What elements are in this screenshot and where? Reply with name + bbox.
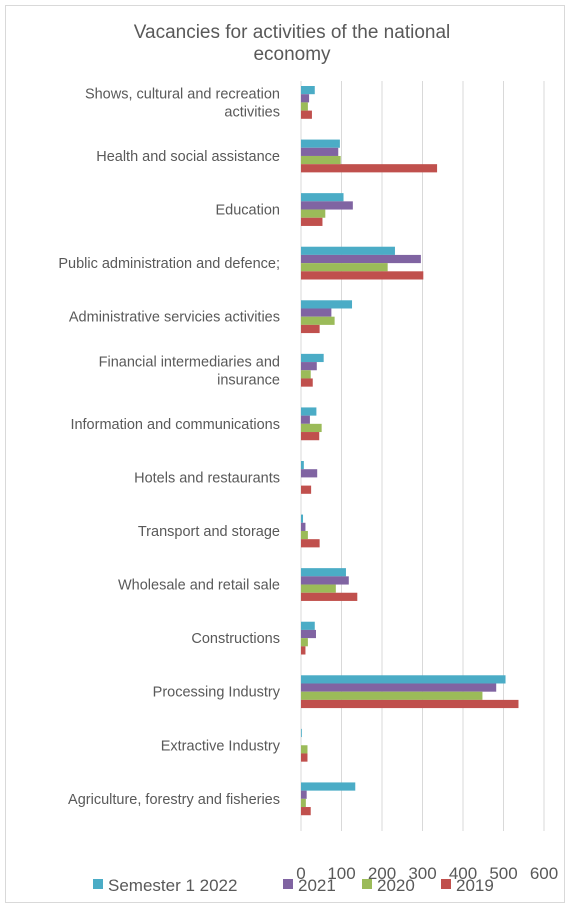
bar: [301, 254, 421, 264]
category-label: Wholesale and retail sale: [118, 578, 280, 594]
chart-svg: Vacancies for activities of the national…: [58, 22, 558, 895]
bar: [301, 423, 322, 433]
bar: [301, 745, 308, 754]
legend-swatch: [441, 879, 451, 889]
category-label: Processing Industry: [153, 685, 281, 701]
bar: [301, 432, 320, 441]
category-label: Health and social assistance: [96, 149, 280, 165]
bar: [301, 164, 438, 173]
bar: [301, 576, 349, 585]
category-label: Extractive Industry: [161, 738, 281, 754]
bar: [301, 629, 316, 639]
bar: [301, 675, 506, 684]
legend-label: 2019: [456, 876, 494, 895]
bar: [301, 798, 306, 808]
x-tick-label: 100: [327, 864, 355, 883]
category-label: activities: [224, 104, 280, 120]
bar: [301, 86, 315, 95]
legend-swatch: [93, 879, 103, 889]
bar: [301, 102, 308, 111]
legend-label: 2020: [377, 876, 415, 895]
bar: [301, 362, 317, 371]
bar: [301, 324, 320, 334]
bar: [301, 646, 306, 655]
category-label: Education: [216, 203, 281, 219]
bar: [301, 584, 336, 593]
bar: [301, 753, 308, 762]
bar: [301, 139, 340, 148]
bar: [301, 201, 353, 210]
legend-swatch: [283, 879, 293, 889]
category-label: Information and communications: [70, 417, 280, 433]
bar: [301, 461, 304, 470]
category-label: Hotels and restaurants: [134, 470, 280, 486]
bar: [301, 728, 302, 738]
bar: [301, 691, 483, 700]
bar: [301, 407, 317, 416]
bar: [301, 263, 388, 272]
legend-label: 2021: [298, 876, 336, 895]
bar: [301, 209, 326, 218]
bar: [301, 514, 304, 523]
bar: [301, 522, 306, 531]
bar: [301, 790, 307, 799]
bar: [301, 782, 356, 791]
chart-frame: Vacancies for activities of the national…: [5, 5, 565, 903]
bar: [301, 415, 310, 424]
bar: [301, 271, 424, 280]
legend-swatch: [362, 879, 372, 889]
bar: [301, 638, 308, 647]
bar: [301, 469, 318, 478]
x-tick-label: 200: [368, 864, 396, 883]
bar: [301, 378, 313, 387]
bar: [301, 155, 341, 165]
x-tick-label: 400: [449, 864, 477, 883]
category-label: Financial intermediaries and: [99, 354, 280, 370]
bar: [301, 147, 339, 156]
category-label: Constructions: [191, 631, 280, 647]
bar: [301, 353, 324, 363]
category-label: Shows, cultural and recreation: [85, 86, 280, 102]
x-tick-label: 0: [296, 864, 305, 883]
bar: [301, 699, 519, 709]
bar: [301, 370, 311, 379]
bar: [301, 316, 335, 325]
bar: [301, 308, 332, 317]
bar: [301, 485, 312, 494]
bar: [301, 530, 308, 540]
chart-title: economy: [253, 44, 331, 65]
bar: [301, 300, 353, 309]
x-tick-label: 300: [408, 864, 436, 883]
bar: [301, 621, 315, 630]
chart-title: Vacancies for activities of the national: [134, 22, 451, 43]
bar: [301, 539, 320, 548]
bar: [301, 592, 358, 601]
category-label: Public administration and defence;: [58, 256, 280, 272]
bar: [301, 110, 312, 119]
category-label: Administrative servicies activities: [69, 310, 280, 326]
x-tick-label: 500: [489, 864, 517, 883]
bar: [301, 217, 323, 226]
x-tick-label: 600: [530, 864, 558, 883]
category-label: Transport and storage: [138, 524, 280, 540]
bar: [301, 683, 497, 692]
bar: [301, 193, 344, 202]
bar: [301, 246, 395, 255]
bar: [301, 94, 310, 103]
category-label: insurance: [217, 372, 280, 388]
category-label: Agriculture, forestry and fisheries: [68, 792, 280, 808]
legend-label: Semester 1 2022: [108, 876, 237, 895]
bar: [301, 807, 311, 816]
bar: [301, 568, 346, 577]
